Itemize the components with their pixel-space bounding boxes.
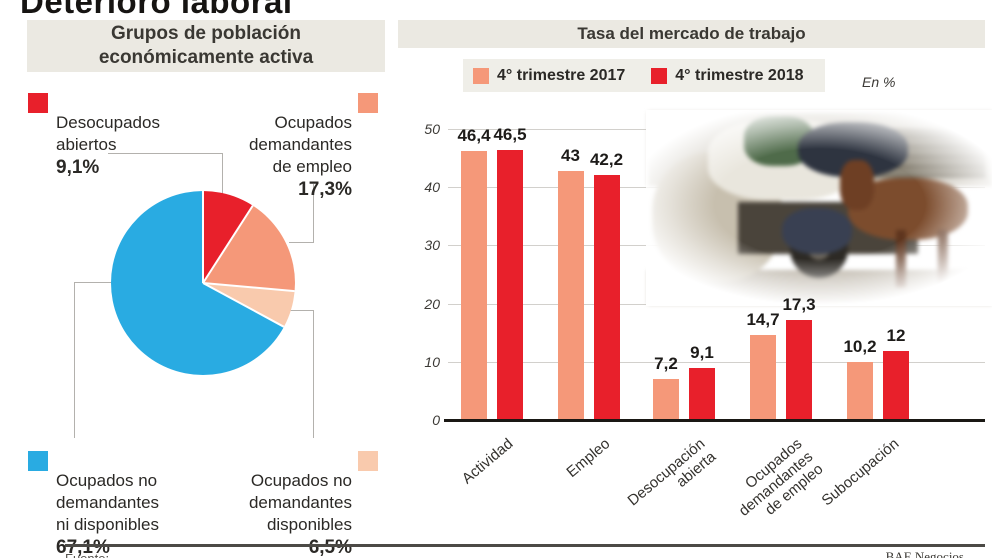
y-tick-label: 50 <box>424 121 440 137</box>
leader-line <box>313 184 314 243</box>
bar-ocupados-demandantes-de-empleo-2017 <box>750 335 776 421</box>
bar-value-label: 7,2 <box>654 354 678 374</box>
unit-note: En % <box>862 74 896 90</box>
bar-value-label: 43 <box>561 145 580 165</box>
bar-desocupaci-n-abierta-2018 <box>689 368 715 421</box>
bar-empleo-2018 <box>593 175 620 421</box>
bar-value-label: 14,7 <box>746 310 780 330</box>
leader-line <box>74 282 75 438</box>
bar-chart-legend: 4° trimestre 2017 4° trimestre 2018 <box>463 59 825 92</box>
bar-value-label: 9,1 <box>690 343 714 363</box>
bar-actividad-2018 <box>497 150 523 421</box>
legend-swatch-2017 <box>473 67 489 84</box>
pie-label-desocupados-abiertos: Desocupados abiertos 9,1% <box>56 90 186 201</box>
y-tick-label: 40 <box>424 179 440 196</box>
pie-label-no-demandantes-ni-disponibles: Ocupados no demandantes ni disponibles 6… <box>56 448 196 558</box>
x-axis-line <box>444 419 985 422</box>
leader-line <box>108 153 223 154</box>
swatch-no-demandantes-ni-disponibles <box>28 451 48 471</box>
leader-line <box>286 310 314 311</box>
bar-value-label: 17,3 <box>782 295 816 315</box>
bar-value-label: 46,4 <box>457 125 491 145</box>
swatch-ocupados-demandantes <box>358 93 378 113</box>
pie-chart <box>111 191 295 375</box>
swatch-desocupados-abiertos <box>28 93 48 113</box>
photo-feathered-edge <box>646 110 992 306</box>
leader-line <box>74 282 112 283</box>
footer-rule <box>65 544 985 547</box>
swatch-no-demandantes-disponibles <box>358 451 378 471</box>
bar-empleo-2017 <box>557 170 584 421</box>
pie-label-value: 67,1% <box>56 537 110 558</box>
legend-swatch-2018 <box>651 67 668 84</box>
leader-line <box>289 242 314 243</box>
pie-label-value: 9,1% <box>56 157 100 178</box>
legend-item-2018: 4° trimestre 2018 <box>651 66 804 85</box>
legend-label-2018: 4° trimestre 2018 <box>675 66 804 84</box>
pie-label-value: 6,5% <box>308 537 352 558</box>
bar-panel-title: Tasa del mercado de trabajo <box>398 20 985 48</box>
footer-credit: BAE Negocios <box>885 549 964 558</box>
footer-source: Fuente: <box>65 551 109 558</box>
pie-label-text: Ocupados no demandantes disponibles <box>248 471 352 534</box>
pie-slice-separator <box>202 205 254 284</box>
y-tick-label: 30 <box>424 237 440 254</box>
pie-label-text: Ocupados demandantes de empleo <box>248 113 352 176</box>
bar-value-label: 10,2 <box>843 336 877 356</box>
bar-actividad-2017 <box>461 150 487 421</box>
bar-value-label: 46,5 <box>493 125 527 145</box>
photo-horse-cart <box>646 110 992 306</box>
bar-value-label: 42,2 <box>589 150 624 170</box>
y-tick-label: 0 <box>432 412 440 428</box>
leader-line <box>222 153 223 198</box>
legend-item-2017: 4° trimestre 2017 <box>473 67 625 85</box>
bar-value-label: 12 <box>886 326 906 346</box>
bar-subocupaci-n-2018 <box>883 351 909 421</box>
page-title: Deterioro laboral <box>20 0 293 20</box>
bar-ocupados-demandantes-de-empleo-2018 <box>786 320 812 421</box>
pie-panel-title: Grupos de población económicamente activ… <box>27 20 385 72</box>
bar-desocupaci-n-abierta-2017 <box>653 379 679 421</box>
pie-label-text: Desocupados abiertos <box>56 113 160 154</box>
gridline <box>448 361 985 363</box>
pie-label-text: Ocupados no demandantes ni disponibles <box>56 471 160 534</box>
legend-label-2017: 4° trimestre 2017 <box>497 66 626 84</box>
y-tick-label: 20 <box>424 295 440 312</box>
pie-label-no-demandantes-disponibles: Ocupados no demandantes disponibles 6,5% <box>180 448 352 558</box>
pie-label-ocupados-demandantes: Ocupados demandantes de empleo 17,3% <box>192 90 352 223</box>
pie-slice-separator <box>202 191 204 283</box>
leader-line <box>313 310 314 438</box>
pie-label-value: 17,3% <box>298 179 352 200</box>
y-tick-label: 10 <box>424 353 440 370</box>
bar-subocupaci-n-2017 <box>847 361 873 421</box>
